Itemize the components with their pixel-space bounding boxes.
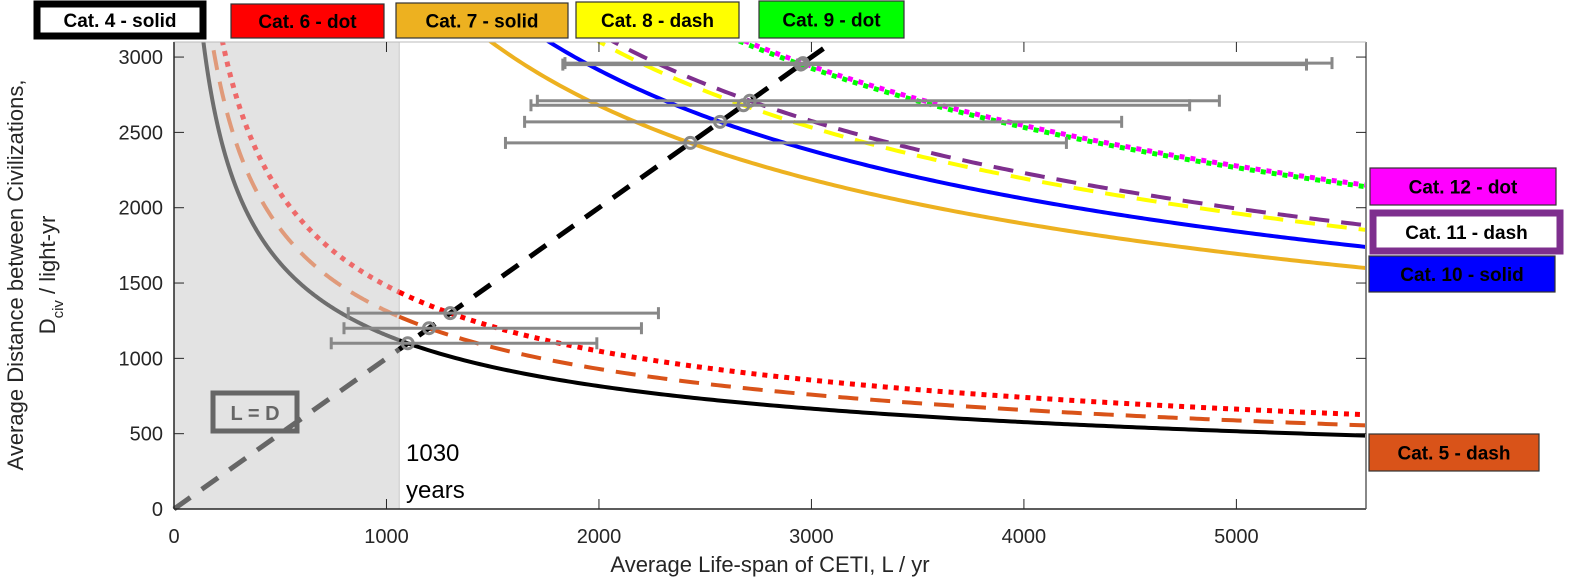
y-tick-label: 500 xyxy=(130,424,163,446)
curve-cat-10 xyxy=(545,42,1366,249)
annotation-1030: 1030 xyxy=(406,440,459,467)
legend-box xyxy=(230,3,385,39)
y-axis-unit: / light-yr xyxy=(35,216,60,300)
legend-box xyxy=(1368,255,1556,293)
legend-item-cat-4-solid: Cat. 4 - solid xyxy=(33,0,207,40)
legend-box xyxy=(758,0,905,39)
y-tick-label: 0 xyxy=(152,499,163,521)
curve-cat-5 xyxy=(398,314,1366,428)
legend-item-cat-10-solid: Cat. 10 - solid xyxy=(1368,255,1556,293)
l-equals-d-label: L = D xyxy=(230,403,279,425)
curve-cat-4-shaded xyxy=(201,42,400,343)
legend-box xyxy=(33,0,207,40)
legend-label: Cat. 11 - dash xyxy=(1405,223,1528,244)
x-tick-label: 0 xyxy=(168,526,179,548)
y-axis-title-line1: Average Distance between Civilizations, xyxy=(3,80,28,471)
curve-cat-11 xyxy=(609,42,1366,228)
legend-label: Cat. 10 - solid xyxy=(1400,265,1524,286)
legend-item-cat-9-dot: Cat. 9 - dot xyxy=(758,0,905,39)
y-tick-label: 1500 xyxy=(119,273,164,295)
legend-item-cat-11-dash: Cat. 11 - dash xyxy=(1369,209,1564,255)
x-tick-label: 2000 xyxy=(577,526,622,548)
marker-cat-10 xyxy=(713,114,728,129)
marker-cat-4 xyxy=(400,336,415,351)
legend-box xyxy=(395,2,569,39)
legend-item-cat-5-dash: Cat. 5 - dash xyxy=(1368,433,1540,472)
legend-label: Cat. 7 - solid xyxy=(426,12,539,33)
legend-box xyxy=(1369,209,1564,255)
legend-label: Cat. 8 - dash xyxy=(601,11,714,32)
x-tick-label: 3000 xyxy=(789,526,834,548)
y-axis-title-line2: Dciv / light-yr xyxy=(35,216,67,335)
legend-label: Cat. 6 - dot xyxy=(258,12,357,33)
legend: Cat. 4 - solid Cat. 6 - dot Cat. 7 - solid… xyxy=(33,0,1564,472)
curve-cat-7 xyxy=(487,42,1366,271)
curve-cat-8 xyxy=(595,42,1366,232)
marker-cat-7 xyxy=(683,135,698,150)
curves xyxy=(201,42,1366,438)
errorbars xyxy=(329,56,1334,351)
curve-cat-9 xyxy=(735,42,1366,190)
y-axis-subscript: civ xyxy=(50,300,67,319)
curve-cat-6 xyxy=(398,289,1366,418)
x-tick-label: 5000 xyxy=(1214,526,1259,548)
legend-box xyxy=(1369,167,1557,206)
legend-item-cat-7-solid: Cat. 7 - solid xyxy=(395,2,569,39)
x-tick-label: 1000 xyxy=(364,526,409,548)
marker-cat-12 xyxy=(795,56,810,71)
x-tick-label: 4000 xyxy=(1002,526,1047,548)
legend-item-cat-6-dot: Cat. 6 - dot xyxy=(230,3,385,39)
legend-label: Cat. 9 - dot xyxy=(782,11,881,32)
plot-background xyxy=(173,41,400,510)
curve-cat-4 xyxy=(398,338,1366,438)
legend-label: Cat. 12 - dot xyxy=(1409,178,1518,199)
y-tick-label: 2000 xyxy=(119,198,164,220)
marker-cat-11 xyxy=(742,93,757,108)
axes: 0 1000 2000 3000 4000 5000 0 500 1000 1500 2000 250… xyxy=(119,41,1367,548)
legend-label: Cat. 4 - solid xyxy=(64,11,177,32)
curve-cat-12 xyxy=(740,42,1366,188)
legend-box xyxy=(1368,433,1540,472)
y-tick-label: 1000 xyxy=(119,348,164,370)
marker-cat-6 xyxy=(443,306,458,321)
curve-cat-5-shaded xyxy=(210,42,401,319)
curve-cat-6-shaded xyxy=(220,42,401,295)
legend-item-cat-8-dash: Cat. 8 - dash xyxy=(575,1,740,39)
x-axis-title: Average Life-span of CETI, L / yr xyxy=(610,552,929,577)
shaded-region xyxy=(173,41,400,510)
legend-item-cat-12-dot: Cat. 12 - dot xyxy=(1369,167,1557,206)
annotation-years: years xyxy=(406,477,465,504)
y-tick-label: 2500 xyxy=(119,122,164,144)
reference-line xyxy=(397,39,835,352)
l-equals-d-box xyxy=(210,390,300,434)
y-tick-label: 3000 xyxy=(119,47,164,69)
y-axis-symbol: D xyxy=(35,318,60,334)
marker-cat-5 xyxy=(421,321,436,336)
legend-label: Cat. 5 - dash xyxy=(1398,444,1511,465)
legend-box xyxy=(575,1,740,39)
